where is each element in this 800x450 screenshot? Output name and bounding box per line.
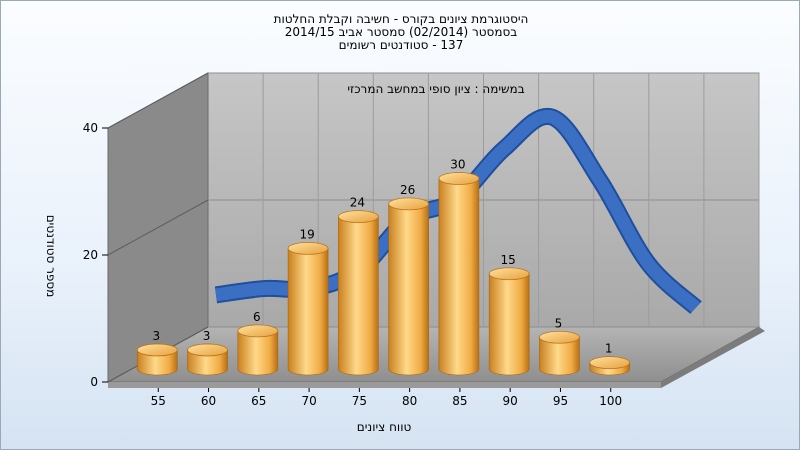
bars-layer xyxy=(136,172,631,376)
y-tick-label: 40 xyxy=(83,121,98,135)
bar-cap xyxy=(237,324,279,338)
grid-line-side xyxy=(107,72,209,129)
bar-body xyxy=(388,203,429,376)
bar-value-label: 5 xyxy=(555,316,563,330)
x-tick-label: 75 xyxy=(352,394,367,408)
bar-value-label: 19 xyxy=(299,227,314,241)
x-tick-label: 85 xyxy=(452,394,467,408)
chart-title: היסטוגרמת ציונים בקורס - חשיבה וקבלת החל… xyxy=(274,12,529,52)
y-axis-ticks: 0 20 40 xyxy=(83,121,108,389)
bar-body xyxy=(237,330,279,376)
x-axis-label: טווח ציונים xyxy=(357,420,412,434)
bar-value-label: 1 xyxy=(605,342,613,356)
bar-cap xyxy=(488,267,530,281)
bar-value-label: 15 xyxy=(501,253,516,267)
bar-body xyxy=(488,273,530,376)
x-tick-label: 55 xyxy=(151,394,166,408)
bar xyxy=(337,210,379,376)
bar xyxy=(287,241,329,376)
bar-value-label: 3 xyxy=(152,329,160,343)
x-tick-label: 65 xyxy=(251,394,266,408)
y-tick-label: 20 xyxy=(83,248,98,262)
bar xyxy=(388,197,430,376)
bar xyxy=(187,343,228,376)
x-tick-label: 60 xyxy=(201,394,216,408)
bar-cap xyxy=(589,356,631,370)
bar-cap xyxy=(438,172,480,185)
chart-subtitle: במשימה : ציון סופי במחשב המרכזי xyxy=(347,82,524,96)
bar-body xyxy=(287,248,329,376)
bar-cap xyxy=(337,210,379,224)
grid-line-side xyxy=(107,199,209,256)
bar-body xyxy=(539,336,580,376)
bar-cap xyxy=(136,343,178,357)
bar xyxy=(488,267,530,376)
bar-value-label: 30 xyxy=(450,158,465,172)
bar-cap xyxy=(388,197,430,211)
bar-cap xyxy=(287,241,329,255)
floor-edge xyxy=(661,327,765,388)
x-tick-label: 95 xyxy=(553,394,568,408)
x-axis-ticks: 55 60 65 70 75 80 85 90 95 100 xyxy=(151,388,622,408)
bar-value-label: 26 xyxy=(400,183,415,197)
title-line-1: היסטוגרמת ציונים בקורס - חשיבה וקבלת החל… xyxy=(274,12,529,26)
title-line-2: בסמסטר (02/2014) סמסטר אביב 2014/15 xyxy=(285,25,517,39)
bar-value-labels: 3 3 6 19 24 26 30 15 5 1 xyxy=(152,158,612,356)
bar-value-label: 6 xyxy=(253,310,261,324)
y-axis-label: מספר סטודנטים xyxy=(44,215,58,298)
bar-value-label: 24 xyxy=(350,196,365,210)
bar-cap xyxy=(539,330,580,344)
bar-body xyxy=(438,178,480,376)
bar-body xyxy=(338,216,379,376)
bar xyxy=(539,330,580,376)
x-tick-label: 100 xyxy=(599,394,622,408)
bar xyxy=(438,172,480,376)
bar-body xyxy=(187,349,228,376)
bar xyxy=(237,324,279,376)
x-tick-label: 70 xyxy=(301,394,316,408)
floor-front-edge xyxy=(108,382,661,388)
x-tick-label: 90 xyxy=(503,394,518,408)
bar-cap xyxy=(187,343,228,357)
bar-body xyxy=(136,349,178,376)
title-line-3: 137 - סטודנטים רשומים xyxy=(339,38,464,52)
bar xyxy=(589,356,631,376)
y-tick-label: 0 xyxy=(90,375,98,389)
bar-value-label: 3 xyxy=(203,329,211,343)
bar xyxy=(136,343,178,376)
x-tick-label: 80 xyxy=(402,394,417,408)
